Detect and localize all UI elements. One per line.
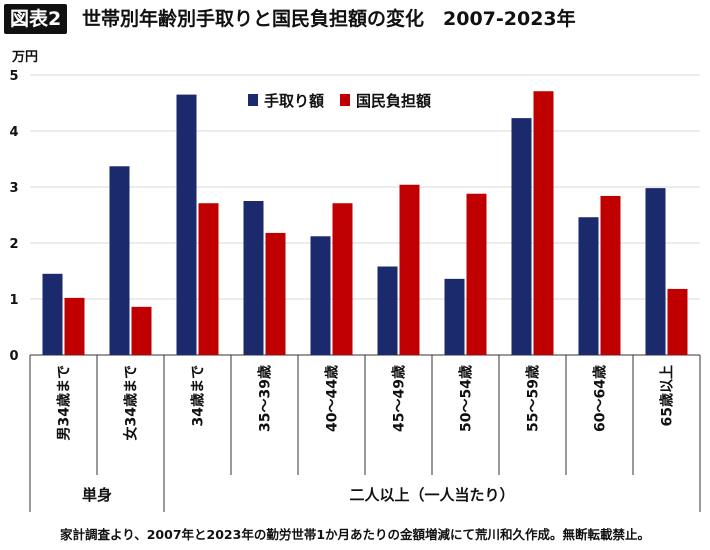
source-note: 家計調査より、2007年と2023年の勤労世帯1か月あたりの金額増減にて荒川和久… [59, 527, 651, 542]
bar-burden [198, 203, 219, 355]
bar-burden [332, 203, 353, 355]
bar-burden [64, 297, 85, 355]
bar-burden [131, 306, 152, 355]
bar-burden [466, 193, 487, 355]
bar-burden [667, 288, 688, 355]
y-tick-label: 3 [9, 181, 18, 196]
group-label: 二人以上（一人当たり） [349, 486, 514, 504]
unit-label: 万円 [12, 50, 39, 65]
legend-label: 国民負担額 [356, 92, 431, 110]
category-label: 35～39歳 [257, 365, 274, 432]
category-label: 34歳まで [190, 365, 207, 426]
category-label: 男34歳まで [56, 365, 73, 440]
category-label: 女34歳まで [123, 365, 140, 440]
legend-swatch [248, 94, 258, 106]
bar-takehome [176, 94, 197, 355]
bar-takehome [109, 166, 130, 355]
bar-burden [600, 195, 621, 355]
figure-badge: 図表2 [4, 4, 68, 34]
bar-takehome [578, 217, 599, 355]
legend-label: 手取り額 [264, 92, 324, 110]
category-label: 50～54歳 [458, 365, 475, 432]
bar-takehome [243, 201, 264, 355]
y-tick-label: 1 [9, 293, 18, 308]
bar-takehome [511, 118, 532, 356]
bar-takehome [645, 188, 666, 355]
bar-takehome [377, 266, 398, 355]
category-label: 60～64歳 [592, 365, 609, 432]
legend-swatch [340, 94, 350, 106]
y-tick-label: 0 [9, 349, 18, 364]
category-label: 45～49歳 [391, 365, 408, 432]
bar-takehome [42, 273, 63, 355]
category-label: 40～44歳 [324, 365, 341, 432]
bar-burden [399, 184, 420, 355]
category-label: 65歳以上 [659, 365, 676, 426]
y-tick-label: 2 [9, 237, 18, 252]
bar-takehome [310, 236, 331, 355]
y-tick-label: 5 [9, 69, 18, 84]
chart-title: 世帯別年齢別手取りと国民負担額の変化 2007-2023年 [82, 8, 576, 30]
category-label: 55～59歳 [525, 365, 542, 432]
bar-burden [533, 91, 554, 356]
group-label: 単身 [82, 486, 112, 504]
y-tick-label: 4 [9, 125, 18, 140]
bar-burden [265, 232, 286, 355]
header: 図表2 世帯別年齢別手取りと国民負担額の変化 2007-2023年 [0, 0, 710, 38]
bar-takehome [444, 278, 465, 355]
